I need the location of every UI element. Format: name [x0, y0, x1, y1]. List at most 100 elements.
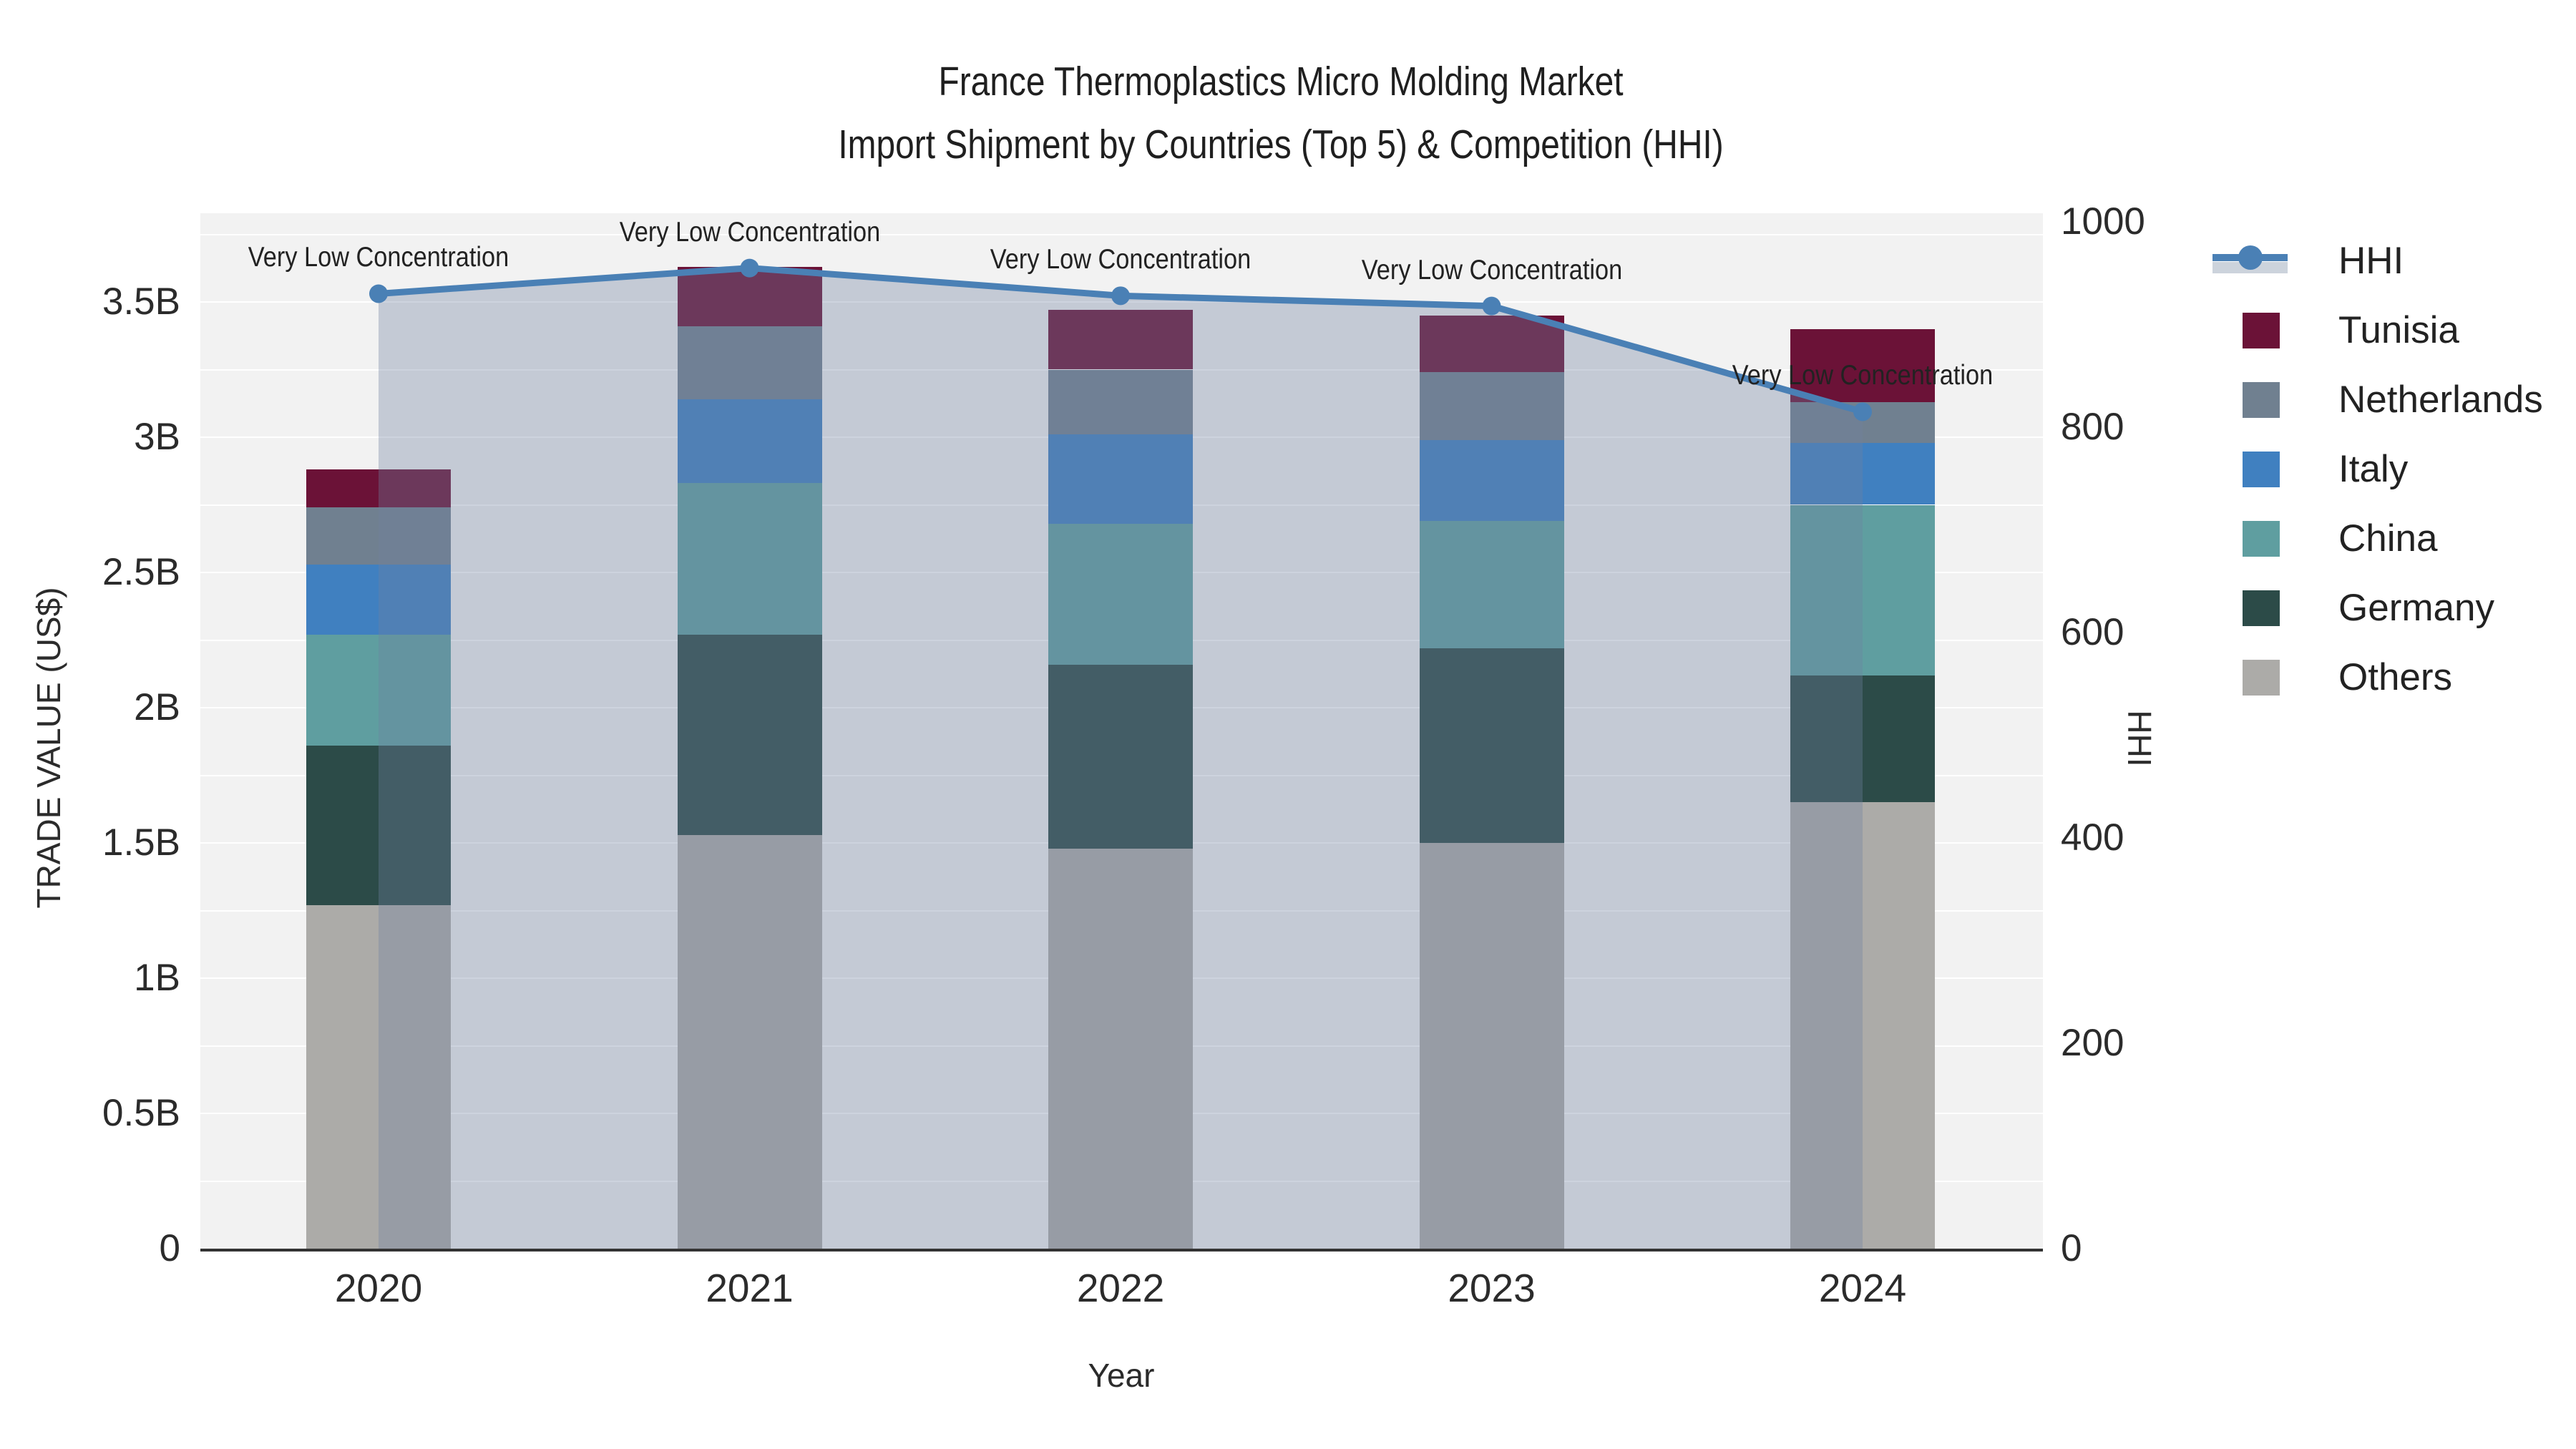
legend-color-swatch — [2243, 312, 2280, 348]
bar-segment-2023-china[interactable] — [1419, 521, 1564, 648]
left-axis-tick-0: 0 — [159, 1227, 180, 1269]
legend-color-swatch — [2243, 451, 2280, 487]
annotation-2023: Very Low Concentration — [1343, 255, 1639, 286]
bar-segment-2024-china[interactable] — [1790, 504, 1935, 675]
legend-swatch-icon — [2212, 309, 2320, 352]
hhi-line-dot-icon — [2212, 240, 2320, 283]
bar-segment-2024-tunisia[interactable] — [1790, 328, 1935, 402]
legend-color-swatch — [2243, 381, 2280, 418]
legend-item-tunisia[interactable]: Tunisia — [2212, 296, 2543, 365]
bar-segment-2024-italy[interactable] — [1790, 442, 1935, 505]
hhi-marker-2022[interactable] — [1111, 286, 1130, 306]
bar-segment-2022-tunisia[interactable] — [1048, 310, 1193, 370]
bar-segment-2021-netherlands[interactable] — [677, 326, 822, 400]
bar-segment-2023-tunisia[interactable] — [1419, 315, 1564, 373]
bar-segment-2022-italy[interactable] — [1048, 434, 1193, 524]
x-axis-tick-2023: 2023 — [1448, 1266, 1536, 1310]
legend-label: Germany — [2338, 587, 2494, 629]
bar-segment-2020-italy[interactable] — [306, 564, 451, 635]
bar-segment-2020-germany[interactable] — [306, 745, 451, 905]
right-axis-tick-800: 800 — [2061, 406, 2124, 448]
legend-swatch-icon — [2212, 656, 2320, 699]
chart-title: France Thermoplastics Micro Molding Mark… — [0, 50, 2562, 176]
right-axis-tick-200: 200 — [2061, 1022, 2124, 1064]
bar-segment-2020-tunisia[interactable] — [306, 469, 451, 508]
bar-segment-2023-others[interactable] — [1419, 843, 1564, 1249]
bar-segment-2020-china[interactable] — [306, 634, 451, 746]
legend-color-swatch — [2243, 590, 2280, 626]
chart-title-line2: Import Shipment by Countries (Top 5) & C… — [838, 122, 1724, 167]
legend-item-others[interactable]: Others — [2212, 643, 2543, 712]
legend-color-swatch — [2243, 520, 2280, 557]
right-axis-tick-600: 600 — [2061, 611, 2124, 653]
bar-segment-2023-germany[interactable] — [1419, 648, 1564, 843]
bar-segment-2023-netherlands[interactable] — [1419, 372, 1564, 440]
left-axis-title: TRADE VALUE (US$) — [30, 587, 67, 909]
chart-title-line1: France Thermoplastics Micro Molding Mark… — [938, 59, 1624, 104]
legend-label: Others — [2338, 656, 2453, 698]
left-axis-tick-0.5B: 0.5B — [102, 1092, 180, 1134]
legend-label: China — [2338, 517, 2438, 560]
bar-segment-2024-germany[interactable] — [1790, 675, 1935, 803]
annotation-text: Very Low Concentration — [619, 216, 880, 248]
bar-segment-2020-netherlands[interactable] — [306, 507, 451, 565]
legend-swatch-icon — [2212, 517, 2320, 560]
bar-segment-2021-others[interactable] — [677, 834, 822, 1249]
legend-label: HHI — [2338, 240, 2404, 282]
left-axis-tick-1.5B: 1.5B — [102, 821, 180, 864]
bar-segment-2022-netherlands[interactable] — [1048, 369, 1193, 435]
left-axis-tick-3.5B: 3.5B — [102, 280, 180, 323]
bar-segment-2021-italy[interactable] — [677, 399, 822, 484]
legend-swatch-icon — [2212, 448, 2320, 491]
hhi-marker-2021[interactable] — [740, 258, 759, 278]
x-axis-tick-2022: 2022 — [1076, 1266, 1165, 1310]
bar-segment-2021-china[interactable] — [677, 483, 822, 635]
annotation-text: Very Low Concentration — [990, 244, 1252, 275]
right-axis-tick-1000: 1000 — [2061, 200, 2145, 243]
hhi-area-fill — [379, 268, 1863, 1249]
left-axis-tick-2.5B: 2.5B — [102, 551, 180, 593]
plot-area: Very Low Concentration Very Low Concentra… — [200, 213, 2043, 1252]
annotation-2022: Very Low Concentration — [972, 244, 1269, 275]
annotation-text: Very Low Concentration — [1361, 254, 1622, 286]
x-axis-title: Year — [1088, 1357, 1155, 1394]
left-axis-tick-2B: 2B — [134, 686, 180, 728]
legend-item-hhi[interactable]: HHI — [2212, 226, 2543, 296]
legend-item-netherlands[interactable]: Netherlands — [2212, 365, 2543, 434]
legend-label: Tunisia — [2338, 309, 2459, 351]
hhi-marker-2024[interactable] — [1853, 402, 1872, 421]
x-axis-tick-2024: 2024 — [1818, 1266, 1907, 1310]
right-axis-tick-400: 400 — [2061, 816, 2124, 859]
hhi-marker-2023[interactable] — [1482, 296, 1501, 316]
hhi-overlay-svg — [369, 258, 1872, 1249]
hhi-legend-dot — [2238, 245, 2263, 270]
annotation-text: Very Low Concentration — [1732, 360, 1994, 391]
bar-segment-2023-italy[interactable] — [1419, 439, 1564, 522]
legend-item-italy[interactable]: Italy — [2212, 434, 2543, 504]
bar-segment-2020-others[interactable] — [306, 904, 451, 1249]
right-axis-title: HHI — [2121, 710, 2158, 767]
bar-segment-2024-others[interactable] — [1790, 802, 1935, 1249]
annotation-2024: Very Low Concentration — [1714, 360, 2011, 391]
legend-color-swatch — [2243, 659, 2280, 696]
annotation-text: Very Low Concentration — [248, 242, 509, 273]
x-axis-tick-2020: 2020 — [334, 1266, 423, 1310]
bar-segment-2022-germany[interactable] — [1048, 664, 1193, 849]
legend-swatch-icon — [2212, 587, 2320, 630]
legend-item-china[interactable]: China — [2212, 504, 2543, 573]
left-axis-tick-3B: 3B — [134, 416, 180, 458]
bar-segment-2021-germany[interactable] — [677, 634, 822, 835]
legend: HHI Tunisia Netherlands Italy China Germany Ot… — [2212, 226, 2543, 712]
right-axis-tick-0: 0 — [2061, 1227, 2082, 1269]
left-axis-tick-1B: 1B — [134, 957, 180, 999]
bar-segment-2022-china[interactable] — [1048, 523, 1193, 665]
hhi-marker-2020[interactable] — [369, 284, 388, 303]
legend-label: Italy — [2338, 448, 2409, 490]
x-axis-tick-2021: 2021 — [706, 1266, 794, 1310]
gridline — [200, 233, 2043, 235]
annotation-2021: Very Low Concentration — [601, 217, 897, 248]
legend-item-germany[interactable]: Germany — [2212, 573, 2543, 643]
annotation-2020: Very Low Concentration — [230, 242, 527, 273]
bar-segment-2022-others[interactable] — [1048, 848, 1193, 1249]
